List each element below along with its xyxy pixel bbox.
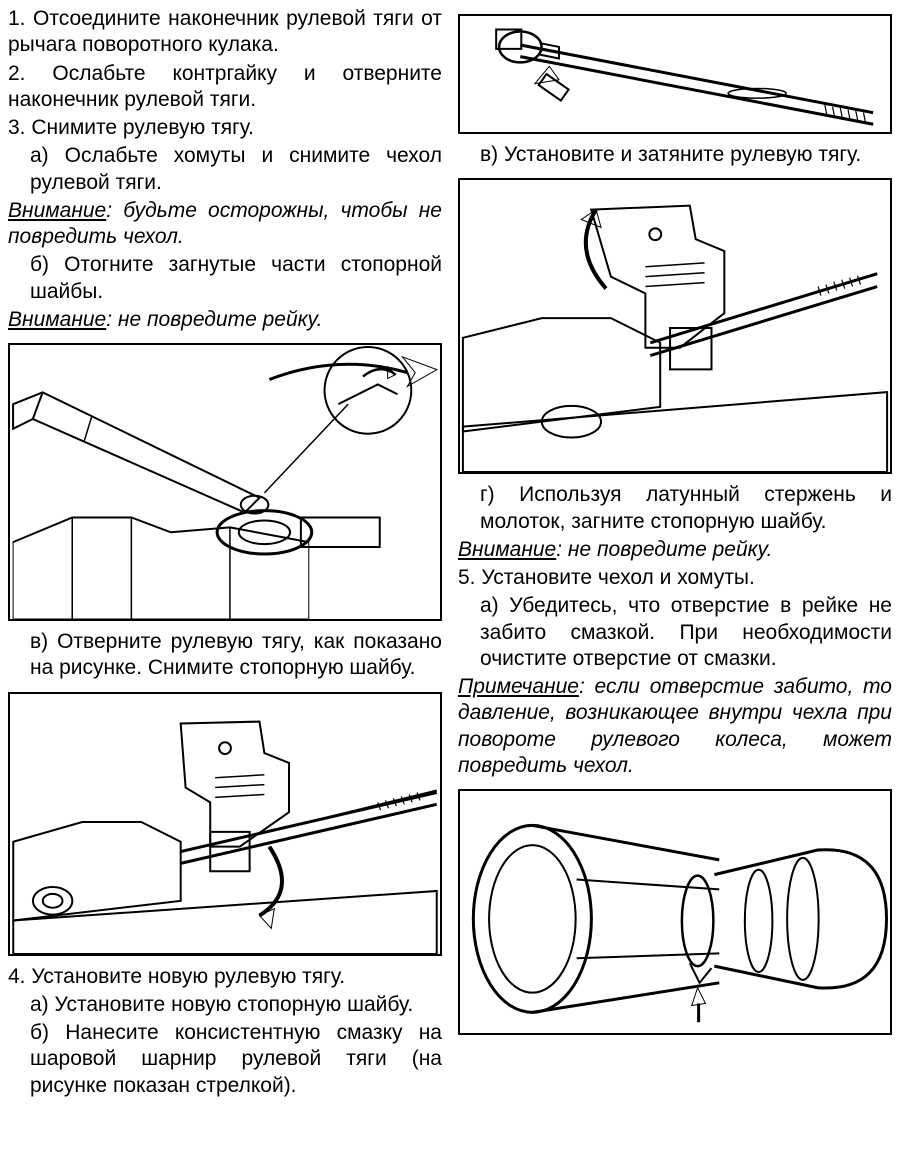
step-4b: б) Нанесите консистентную смазку на шаро… bbox=[8, 1020, 442, 1099]
warning-2-label: Внимание bbox=[8, 308, 106, 331]
step-4: 4. Установите новую рулевую тягу. bbox=[8, 964, 442, 990]
warning-3: Внимание: не повредите рейку. bbox=[458, 537, 892, 563]
step-1: 1. Отсоедините наконечник рулевой тяги о… bbox=[8, 6, 442, 59]
warning-2: Внимание: не повредите рейку. bbox=[8, 307, 442, 333]
figure-wrench-tighten-tierod bbox=[458, 178, 892, 474]
step-3c: в) Отверните рулевую тягу, как показано … bbox=[8, 629, 442, 682]
step-5: 5. Установите чехол и хомуты. bbox=[458, 565, 892, 591]
warning-1-label: Внимание bbox=[8, 199, 106, 222]
step-5a: а) Убедитесь, что отверстие в рейке не з… bbox=[458, 593, 892, 672]
step-2: 2. Ослабьте контргайку и отверните након… bbox=[8, 61, 442, 114]
figure-screwdriver-bend-washer bbox=[8, 343, 442, 621]
figure-tierod-grease-arrow bbox=[458, 14, 892, 134]
step-4a: а) Установите новую стопорную шайбу. bbox=[8, 992, 442, 1018]
step-4d: г) Используя латунный стержень и молоток… bbox=[458, 482, 892, 535]
warning-2-text: : не повредите рейку. bbox=[106, 308, 322, 331]
warning-3-text: : не повредите рейку. bbox=[556, 538, 772, 561]
warning-1: Внимание: будьте осторожны, чтобы не пов… bbox=[8, 198, 442, 251]
step-3a: а) Ослабьте хомуты и снимите чехол рулев… bbox=[8, 143, 442, 196]
step-3b: б) Отогните загнутые части стопорной шай… bbox=[8, 252, 442, 305]
figure-rack-boot-hole bbox=[458, 789, 892, 1035]
note: Примечание: если отверстие забито, то да… bbox=[458, 674, 892, 779]
warning-3-label: Внимание bbox=[458, 538, 556, 561]
left-column: 1. Отсоедините наконечник рулевой тяги о… bbox=[8, 6, 442, 1156]
step-3: 3. Снимите рулевую тягу. bbox=[8, 115, 442, 141]
note-label: Примечание bbox=[458, 675, 579, 698]
right-column: в) Установите и затяните рулевую тягу. bbox=[458, 6, 892, 1156]
step-4c: в) Установите и затяните рулевую тягу. bbox=[458, 142, 892, 168]
figure-wrench-unscrew-tierod bbox=[8, 692, 442, 956]
